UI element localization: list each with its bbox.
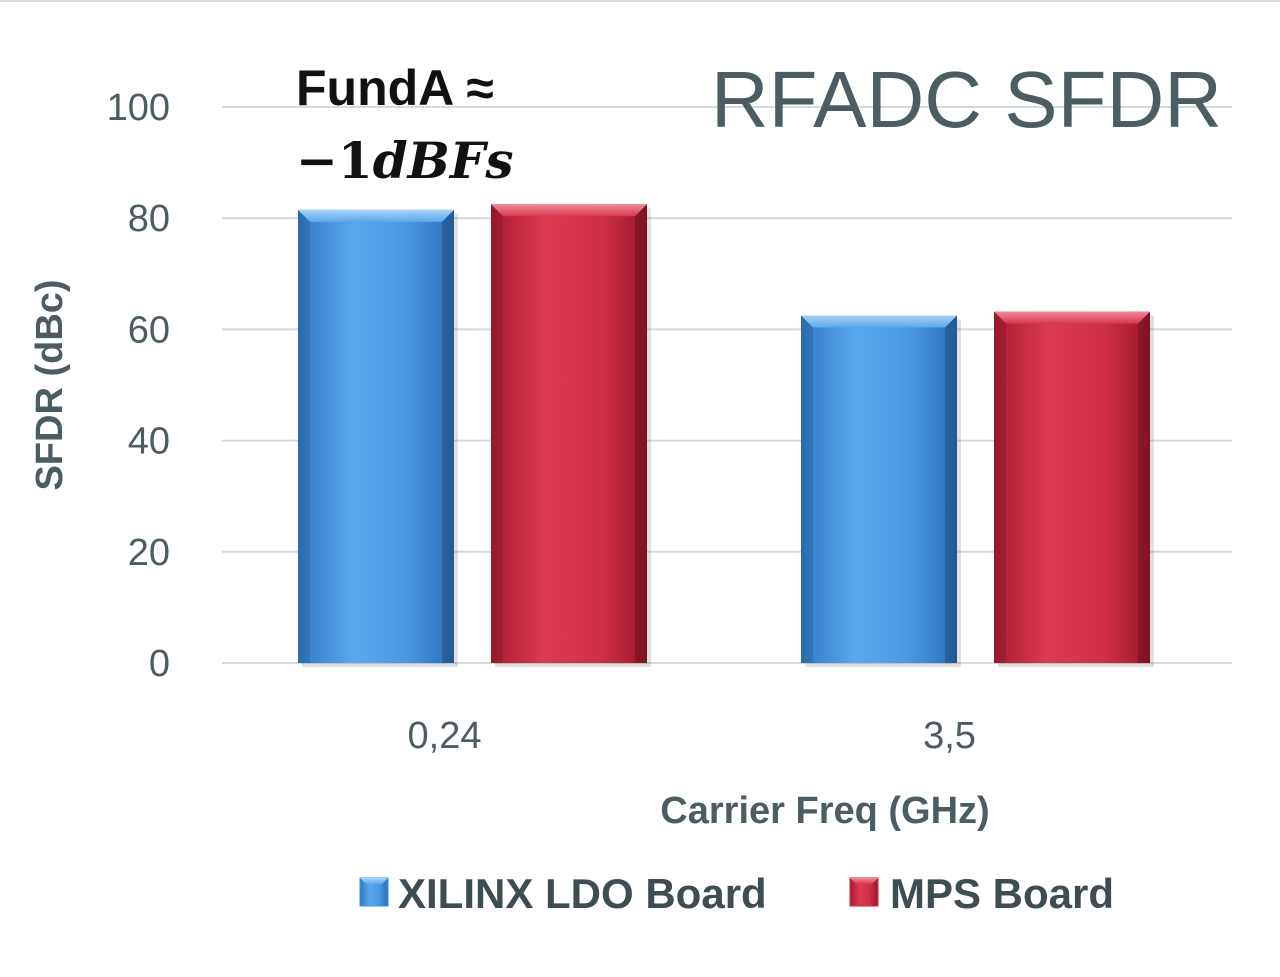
bar-bevel-left [298, 209, 310, 664]
legend: XILINX LDO Board MPS Board [359, 870, 1114, 917]
legend-swatch-cap [360, 878, 388, 884]
bar-xilinx-ldo-board-0-24 [298, 209, 458, 668]
bar-bevel-left [491, 204, 503, 664]
annotation-line-2-unit: dBFs [373, 131, 514, 190]
bar-bevel-right [442, 209, 454, 664]
x-axis-ticks: 0,24 3,5 [408, 715, 976, 757]
bar-cap [491, 204, 647, 217]
bar-mps-board-0-24 [491, 204, 651, 668]
bar-cap [801, 315, 957, 328]
legend-label: MPS Board [890, 870, 1114, 917]
y-tick-label: 40 [128, 421, 170, 463]
bar-cap [298, 209, 454, 222]
bar-bevel-right [1138, 311, 1150, 663]
y-tick-label: 0 [149, 643, 170, 685]
bar-body [994, 311, 1150, 663]
bar-xilinx-ldo-board-3-5 [801, 315, 961, 667]
bar-bevel-right [945, 315, 957, 663]
y-tick-label: 80 [128, 198, 170, 240]
y-tick-label: 100 [107, 87, 170, 129]
annotation-line-1: FundA ≈ [296, 60, 494, 116]
y-tick-label: 20 [128, 532, 170, 574]
x-tick-label: 0,24 [408, 715, 482, 757]
legend-item-mps-board: MPS Board [849, 870, 1114, 917]
bar-body [801, 315, 957, 663]
x-tick-label: 3,5 [923, 715, 976, 757]
bar-bevel-right [635, 204, 647, 664]
bar-cap [994, 311, 1150, 324]
bar-bevel-left [994, 311, 1006, 663]
annotation-line-2-prefix: −1 [296, 131, 373, 190]
y-axis-title: SFDR (dBc) [29, 279, 71, 490]
bar-body [298, 209, 454, 664]
y-tick-label: 60 [128, 309, 170, 351]
bars [298, 204, 1154, 668]
legend-label: XILINX LDO Board [398, 870, 767, 917]
bar-body [491, 204, 647, 664]
bar-mps-board-3-5 [994, 311, 1154, 667]
legend-swatch-cap [850, 878, 878, 884]
x-axis-title: Carrier Freq (GHz) [660, 790, 989, 832]
chart-title: RFADC SFDR [711, 55, 1222, 144]
legend-item-xilinx-ldo-board: XILINX LDO Board [359, 870, 767, 917]
bar-bevel-left [801, 315, 813, 663]
annotation-line-2: −1dBFs [296, 131, 514, 190]
y-axis-ticks: 0 20 40 60 80 100 [107, 87, 170, 685]
